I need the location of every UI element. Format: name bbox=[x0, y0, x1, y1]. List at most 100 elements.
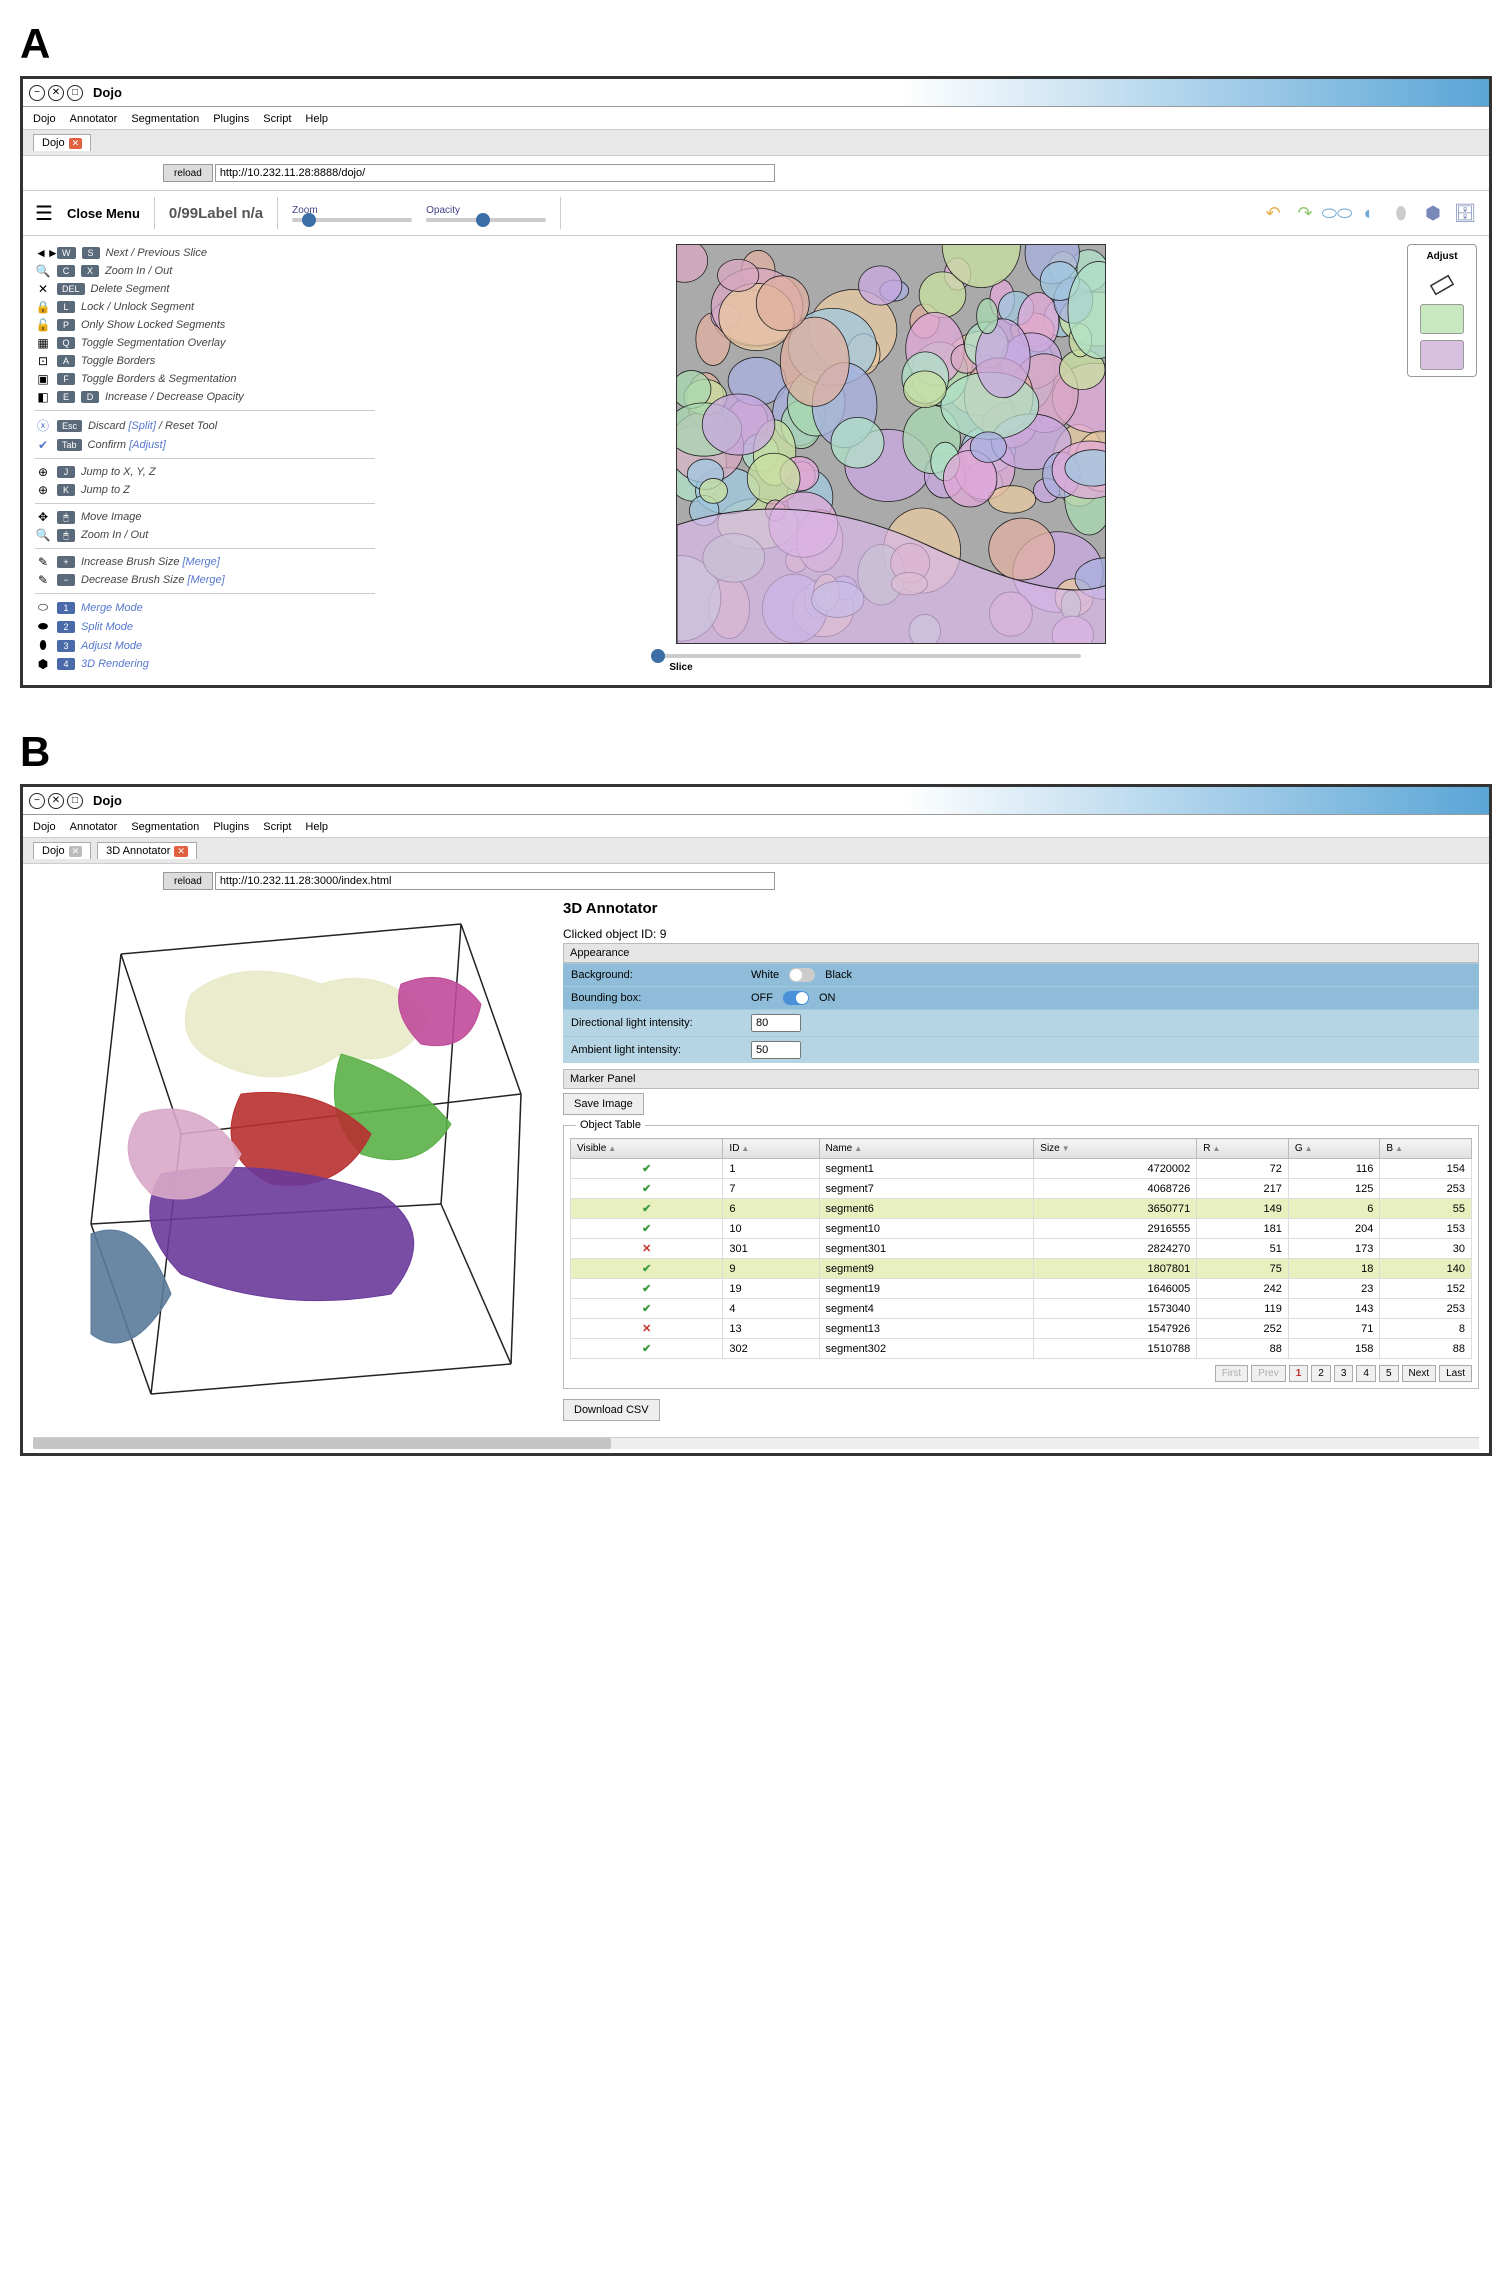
slice-slider[interactable]: Slice bbox=[651, 654, 1131, 673]
menu-help[interactable]: Help bbox=[305, 113, 328, 125]
table-row[interactable]: ✔1segment1472000272116154 bbox=[571, 1159, 1472, 1179]
col-visible[interactable]: Visible▲ bbox=[571, 1139, 723, 1159]
col-id[interactable]: ID▲ bbox=[723, 1139, 819, 1159]
menu-annotator[interactable]: Annotator bbox=[70, 821, 118, 833]
reload-button[interactable]: reload bbox=[163, 164, 213, 182]
menu-plugins[interactable]: Plugins bbox=[213, 113, 249, 125]
3d-viewer[interactable] bbox=[41, 894, 551, 1414]
menu-segmentation[interactable]: Segmentation bbox=[131, 113, 199, 125]
table-row[interactable]: ✔4segment41573040119143253 bbox=[571, 1299, 1472, 1319]
divider bbox=[277, 197, 278, 229]
shortcut-icon: ✎ bbox=[35, 573, 51, 587]
url-input[interactable] bbox=[215, 872, 775, 890]
marker-panel-header[interactable]: Marker Panel bbox=[563, 1069, 1479, 1089]
menu-script[interactable]: Script bbox=[263, 113, 291, 125]
merge-icon[interactable]: ⬭⬭ bbox=[1325, 201, 1349, 225]
label-info: 0/99Label n/a bbox=[169, 205, 263, 222]
horizontal-scrollbar[interactable] bbox=[33, 1437, 1479, 1449]
shortcut-text[interactable]: Adjust Mode bbox=[81, 640, 142, 652]
cube-icon[interactable]: ⬢ bbox=[1421, 201, 1445, 225]
pager-3[interactable]: 3 bbox=[1334, 1365, 1354, 1382]
tab-close-icon[interactable]: ✕ bbox=[69, 138, 83, 149]
pager-next[interactable]: Next bbox=[1402, 1365, 1437, 1382]
tab-3d-annotator[interactable]: 3D Annotator✕ bbox=[97, 842, 197, 859]
url-input[interactable] bbox=[215, 164, 775, 182]
table-row[interactable]: ✔9segment918078017518140 bbox=[571, 1259, 1472, 1279]
shortcut-text[interactable]: 3D Rendering bbox=[81, 658, 149, 670]
amb-light-input[interactable] bbox=[751, 1041, 801, 1059]
object-table-legend: Object Table bbox=[576, 1119, 645, 1131]
window-a: − ✕ □ Dojo Dojo Annotator Segmentation Plug… bbox=[20, 76, 1492, 688]
shortcut-row: ⊕JJump to X, Y, Z bbox=[35, 463, 375, 481]
pager-prev[interactable]: Prev bbox=[1251, 1365, 1286, 1382]
table-row[interactable]: ✔7segment74068726217125253 bbox=[571, 1179, 1472, 1199]
minimize-icon[interactable]: − bbox=[29, 793, 45, 809]
on-label: ON bbox=[819, 992, 836, 1004]
pager-1[interactable]: 1 bbox=[1289, 1365, 1309, 1382]
col-g[interactable]: G▲ bbox=[1288, 1139, 1380, 1159]
color-swatch-1[interactable] bbox=[1420, 304, 1464, 334]
download-csv-button[interactable]: Download CSV bbox=[563, 1399, 660, 1421]
tab-dojo[interactable]: Dojo✕ bbox=[33, 842, 91, 859]
database-icon[interactable]: 🗄 bbox=[1453, 201, 1477, 225]
maximize-icon[interactable]: □ bbox=[67, 85, 83, 101]
color-swatch-2[interactable] bbox=[1420, 340, 1464, 370]
menu-help[interactable]: Help bbox=[305, 821, 328, 833]
tab-close-icon[interactable]: ✕ bbox=[174, 846, 188, 857]
menubar: Dojo Annotator Segmentation Plugins Script He… bbox=[23, 107, 1489, 130]
shortcut-icon: 🔍 bbox=[35, 528, 51, 542]
close-icon[interactable]: ✕ bbox=[48, 85, 64, 101]
segmentation-image[interactable] bbox=[676, 244, 1106, 644]
shortcut-text: Zoom In / Out bbox=[81, 529, 148, 541]
tab-close-icon[interactable]: ✕ bbox=[69, 846, 83, 857]
save-image-button[interactable]: Save Image bbox=[563, 1093, 644, 1115]
bbox-toggle[interactable] bbox=[783, 991, 809, 1005]
background-toggle[interactable] bbox=[789, 968, 815, 982]
pager-2[interactable]: 2 bbox=[1311, 1365, 1331, 1382]
close-menu-button[interactable]: Close Menu bbox=[67, 206, 140, 221]
pager-4[interactable]: 4 bbox=[1356, 1365, 1376, 1382]
menu-annotator[interactable]: Annotator bbox=[70, 113, 118, 125]
col-r[interactable]: R▲ bbox=[1197, 1139, 1289, 1159]
minimize-icon[interactable]: − bbox=[29, 85, 45, 101]
table-row[interactable]: ✕13segment131547926252718 bbox=[571, 1319, 1472, 1339]
col-name[interactable]: Name▲ bbox=[819, 1139, 1034, 1159]
pager-first[interactable]: First bbox=[1215, 1365, 1248, 1382]
table-row[interactable]: ✔10segment102916555181204153 bbox=[571, 1219, 1472, 1239]
tab-dojo[interactable]: Dojo ✕ bbox=[33, 134, 91, 151]
eraser-icon[interactable] bbox=[1427, 268, 1457, 298]
shortcut-icon: ▣ bbox=[35, 372, 51, 386]
key-badge: A bbox=[57, 355, 75, 367]
key-badge: P bbox=[57, 319, 75, 331]
pager-last[interactable]: Last bbox=[1439, 1365, 1472, 1382]
reload-button[interactable]: reload bbox=[163, 872, 213, 890]
shortcut-text[interactable]: Split Mode bbox=[81, 621, 133, 633]
table-row[interactable]: ✔6segment63650771149655 bbox=[571, 1199, 1472, 1219]
shortcut-icon: ⬭ bbox=[35, 600, 51, 615]
menu-icon[interactable]: ☰ bbox=[35, 201, 53, 226]
table-row[interactable]: ✔302segment30215107888815888 bbox=[571, 1339, 1472, 1359]
adjust-icon[interactable]: ⬮ bbox=[1389, 201, 1413, 225]
shortcut-text[interactable]: Merge Mode bbox=[81, 602, 143, 614]
pager-5[interactable]: 5 bbox=[1379, 1365, 1399, 1382]
zoom-slider[interactable]: Zoom bbox=[292, 205, 412, 222]
col-b[interactable]: B▲ bbox=[1380, 1139, 1472, 1159]
col-size[interactable]: Size▼ bbox=[1034, 1139, 1197, 1159]
split-icon[interactable]: ◐ bbox=[1357, 201, 1381, 225]
table-row[interactable]: ✕301segment30128242705117330 bbox=[571, 1239, 1472, 1259]
menu-dojo[interactable]: Dojo bbox=[33, 821, 56, 833]
menu-script[interactable]: Script bbox=[263, 821, 291, 833]
shortcut-row: ✎−Decrease Brush Size [Merge] bbox=[35, 571, 375, 589]
redo-icon[interactable]: ↷ bbox=[1293, 201, 1317, 225]
dir-light-input[interactable] bbox=[751, 1014, 801, 1032]
opacity-slider[interactable]: Opacity bbox=[426, 205, 546, 222]
undo-icon[interactable]: ↶ bbox=[1261, 201, 1285, 225]
appearance-header[interactable]: Appearance bbox=[563, 943, 1479, 963]
menu-dojo[interactable]: Dojo bbox=[33, 113, 56, 125]
menu-plugins[interactable]: Plugins bbox=[213, 821, 249, 833]
maximize-icon[interactable]: □ bbox=[67, 793, 83, 809]
toolbar: ☰ Close Menu 0/99Label n/a Zoom Opacity … bbox=[23, 190, 1489, 236]
menu-segmentation[interactable]: Segmentation bbox=[131, 821, 199, 833]
table-row[interactable]: ✔19segment19164600524223152 bbox=[571, 1279, 1472, 1299]
close-icon[interactable]: ✕ bbox=[48, 793, 64, 809]
